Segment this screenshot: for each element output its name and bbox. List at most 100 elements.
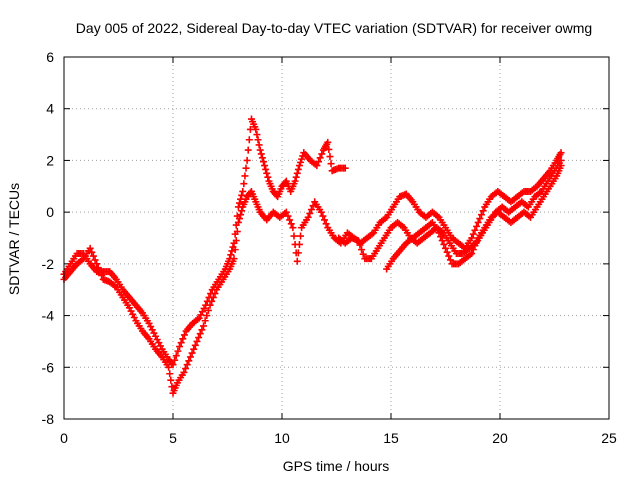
data-point bbox=[201, 317, 209, 325]
plot-frame bbox=[63, 56, 610, 420]
data-point bbox=[468, 234, 476, 242]
data-point bbox=[445, 252, 453, 260]
y-tick-label: -6 bbox=[42, 359, 55, 375]
data-point bbox=[256, 146, 264, 154]
data-point bbox=[289, 224, 297, 232]
data-point bbox=[473, 238, 481, 246]
data-point bbox=[195, 334, 203, 342]
data-point bbox=[89, 252, 97, 260]
data-point bbox=[235, 199, 243, 207]
data-point bbox=[354, 237, 362, 245]
data-point bbox=[287, 220, 295, 228]
data-point bbox=[253, 131, 261, 139]
data-point bbox=[321, 216, 329, 224]
data-point bbox=[298, 155, 306, 163]
data-point bbox=[183, 361, 191, 369]
data-point bbox=[306, 209, 314, 217]
data-point bbox=[264, 173, 272, 181]
data-point bbox=[244, 146, 252, 154]
data-point bbox=[282, 208, 290, 216]
y-tick-label: -4 bbox=[42, 308, 55, 324]
data-point bbox=[284, 212, 292, 220]
data-point bbox=[471, 226, 479, 234]
data-point bbox=[473, 222, 481, 230]
data-point bbox=[325, 145, 333, 153]
data-point bbox=[169, 361, 177, 369]
data-point bbox=[304, 213, 312, 221]
data-point bbox=[88, 248, 96, 256]
data-point bbox=[242, 164, 250, 172]
data-point bbox=[232, 237, 240, 245]
data-point bbox=[211, 290, 219, 298]
data-point bbox=[315, 158, 323, 166]
data-point bbox=[166, 370, 174, 378]
x-axis-label: GPS time / hours bbox=[283, 458, 390, 474]
data-point bbox=[286, 216, 294, 224]
chart-title: Day 005 of 2022, Sidereal Day-to-day VTE… bbox=[76, 20, 592, 36]
grid-lines bbox=[64, 57, 609, 419]
y-tick-label: 6 bbox=[46, 49, 54, 65]
data-point bbox=[438, 237, 446, 245]
data-point bbox=[240, 180, 248, 188]
data-point bbox=[295, 240, 303, 248]
y-tick-label: 0 bbox=[46, 204, 54, 220]
y-axis-label: SDTVAR / TECUs bbox=[6, 183, 22, 295]
data-point bbox=[180, 368, 188, 376]
y-tick-label: -2 bbox=[42, 256, 55, 272]
data-point bbox=[235, 215, 243, 223]
data-point bbox=[258, 154, 266, 162]
data-point bbox=[198, 326, 206, 334]
data-point bbox=[98, 271, 106, 279]
data-point bbox=[204, 306, 212, 314]
data-point bbox=[319, 212, 327, 220]
data-point bbox=[238, 207, 246, 215]
data-point bbox=[322, 220, 330, 228]
data-point bbox=[255, 141, 263, 149]
y-tick-label: -8 bbox=[42, 411, 55, 427]
data-points bbox=[60, 115, 565, 397]
data-point bbox=[341, 164, 349, 172]
data-point bbox=[263, 169, 271, 177]
data-point bbox=[295, 162, 303, 170]
data-point bbox=[324, 138, 332, 146]
data-point bbox=[437, 233, 445, 241]
data-point bbox=[557, 162, 565, 170]
data-point bbox=[471, 242, 479, 250]
x-tick-label: 15 bbox=[383, 430, 399, 446]
series-middle-track bbox=[335, 156, 565, 263]
data-point bbox=[557, 149, 565, 157]
data-point bbox=[294, 165, 302, 173]
data-point bbox=[241, 172, 249, 180]
data-point bbox=[239, 187, 247, 195]
series-bottom-track bbox=[383, 162, 565, 273]
data-point bbox=[468, 250, 476, 258]
data-point bbox=[191, 341, 199, 349]
data-point bbox=[177, 339, 185, 347]
data-point bbox=[469, 246, 477, 254]
data-point bbox=[193, 337, 201, 345]
data-point bbox=[317, 208, 325, 216]
data-point bbox=[168, 383, 176, 391]
data-point bbox=[174, 347, 182, 355]
data-point bbox=[94, 264, 102, 272]
data-point bbox=[237, 211, 245, 219]
data-point bbox=[297, 232, 305, 240]
data-point bbox=[86, 244, 94, 252]
data-point bbox=[254, 136, 262, 144]
x-tick-label: 5 bbox=[169, 430, 177, 446]
data-point bbox=[231, 246, 239, 254]
data-point bbox=[446, 256, 454, 264]
data-point bbox=[165, 363, 173, 371]
x-tick-label: 10 bbox=[274, 430, 290, 446]
x-tick-label: 0 bbox=[60, 430, 68, 446]
data-point bbox=[316, 154, 324, 162]
data-point bbox=[208, 297, 216, 305]
data-point bbox=[176, 343, 184, 351]
y-tick-label: 4 bbox=[46, 101, 54, 117]
data-point bbox=[257, 150, 265, 158]
data-point bbox=[313, 162, 321, 170]
data-point bbox=[442, 244, 449, 252]
data-point bbox=[209, 293, 217, 301]
data-point bbox=[293, 257, 301, 265]
